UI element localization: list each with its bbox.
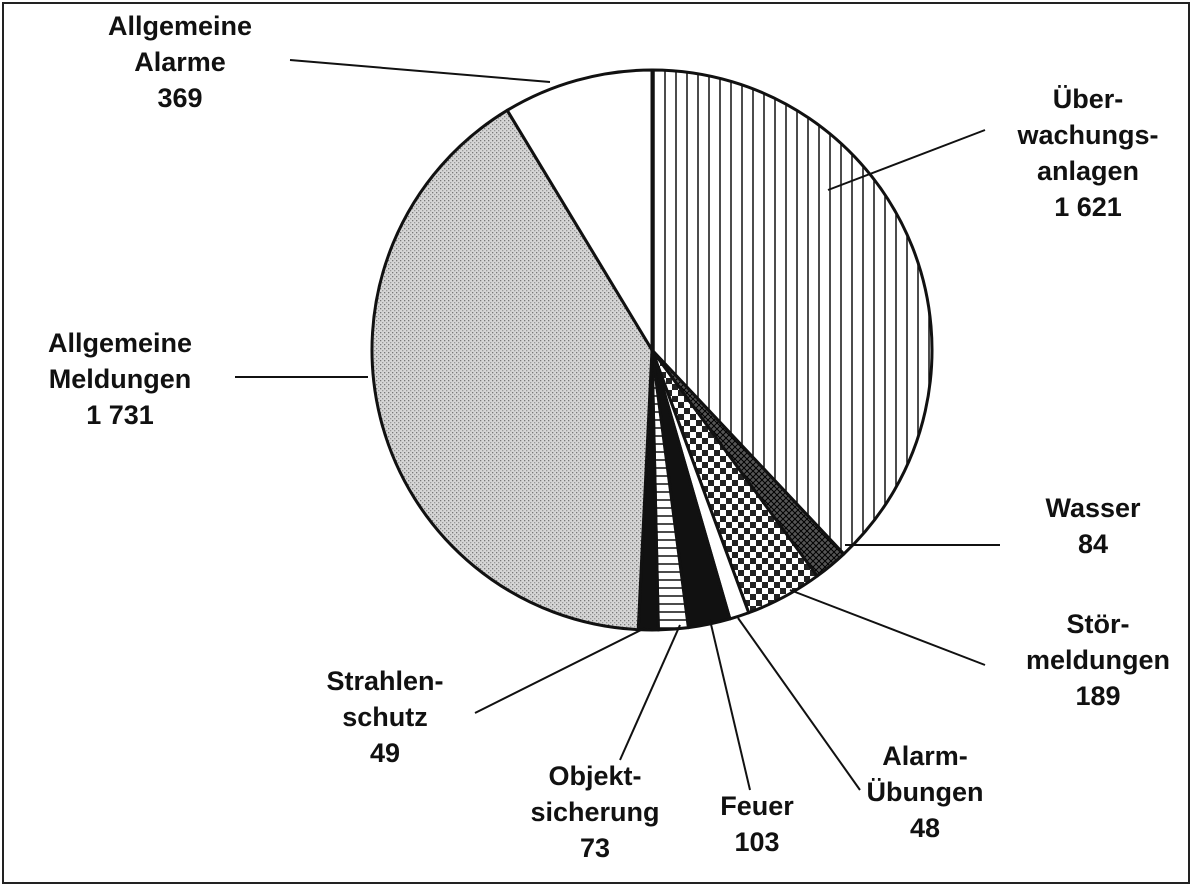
label-line: Wasser bbox=[1045, 493, 1141, 523]
label-line: Alarme bbox=[134, 47, 226, 77]
label-line: Alarm- bbox=[882, 741, 968, 771]
leader-line bbox=[289, 59, 551, 83]
value-label: 1 731 bbox=[86, 400, 154, 430]
slice-label: Über-wachungs-anlagen 1 621 bbox=[1016, 84, 1158, 222]
slice-label: Strahlen-schutz 49 bbox=[326, 666, 443, 768]
leader-line bbox=[619, 624, 681, 761]
label-line: wachungs- bbox=[1016, 120, 1158, 150]
pie-slice bbox=[505, 68, 654, 352]
slice-label: Objekt-sicherung 73 bbox=[530, 761, 659, 863]
slice-label: Allgemeine Meldungen 1 731 bbox=[48, 328, 192, 430]
label-line: meldungen bbox=[1026, 645, 1170, 675]
label-line: sicherung bbox=[530, 797, 659, 827]
value-label: 103 bbox=[734, 827, 779, 857]
leader-line bbox=[737, 617, 861, 791]
label-line: Meldungen bbox=[49, 364, 192, 394]
value-label: 84 bbox=[1078, 529, 1108, 559]
value-label: 369 bbox=[157, 83, 202, 113]
value-label: 73 bbox=[580, 833, 610, 863]
value-label: 189 bbox=[1075, 681, 1120, 711]
value-label: 48 bbox=[910, 813, 940, 843]
label-line: Über- bbox=[1053, 84, 1124, 114]
slice-label: Allgemeine Alarme 369 bbox=[108, 11, 252, 113]
value-label: 1 621 bbox=[1054, 192, 1122, 222]
label-line: Übungen bbox=[867, 777, 984, 807]
leader-line bbox=[827, 129, 986, 191]
label-line: Objekt- bbox=[548, 761, 641, 791]
leader-line bbox=[789, 589, 986, 666]
label-line: Stör- bbox=[1067, 609, 1130, 639]
slice-label: Wasser 84 bbox=[1045, 493, 1141, 559]
label-line: anlagen bbox=[1037, 156, 1139, 186]
pie-slice bbox=[370, 108, 654, 632]
slice-label: Stör-meldungen 189 bbox=[1026, 609, 1170, 711]
label-line: Allgemeine bbox=[48, 328, 192, 358]
leader-line bbox=[474, 627, 646, 714]
value-label: 49 bbox=[370, 738, 400, 768]
slice-label: Alarm- Übungen 48 bbox=[867, 741, 984, 843]
label-line: Feuer bbox=[720, 791, 794, 821]
label-line: Strahlen- bbox=[326, 666, 443, 696]
slice-label: Feuer 103 bbox=[720, 791, 794, 857]
leader-line bbox=[709, 619, 751, 791]
pie-slice bbox=[650, 68, 934, 556]
label-line: schutz bbox=[342, 702, 428, 732]
label-line: Allgemeine bbox=[108, 11, 252, 41]
